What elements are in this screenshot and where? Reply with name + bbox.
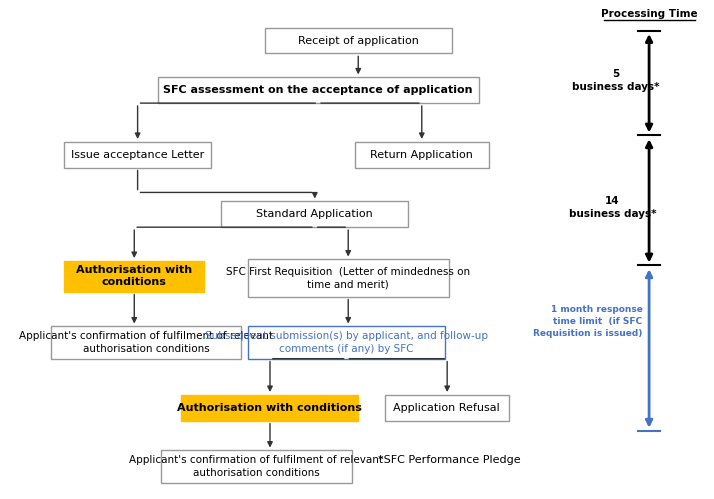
Text: Processing Time: Processing Time — [600, 9, 698, 19]
FancyBboxPatch shape — [161, 451, 351, 483]
Text: Applicant's confirmation of fulfilment of relevant
authorisation conditions: Applicant's confirmation of fulfilment o… — [19, 331, 273, 354]
Text: Issue acceptance Letter: Issue acceptance Letter — [71, 150, 204, 160]
Text: 14
business days*: 14 business days* — [568, 196, 656, 219]
FancyBboxPatch shape — [158, 77, 478, 103]
Text: 5
business days*: 5 business days* — [572, 69, 660, 92]
Text: *SFC Performance Pledge: *SFC Performance Pledge — [378, 456, 521, 466]
FancyBboxPatch shape — [51, 326, 241, 359]
Text: Authorisation with
conditions: Authorisation with conditions — [76, 265, 192, 287]
Text: Receipt of application: Receipt of application — [298, 35, 418, 45]
Text: Application Refusal: Application Refusal — [393, 403, 501, 413]
Text: 1 month response
time limit  (if SFC
Requisition is issued): 1 month response time limit (if SFC Requ… — [533, 305, 643, 338]
FancyBboxPatch shape — [355, 142, 488, 168]
FancyBboxPatch shape — [385, 395, 508, 421]
FancyBboxPatch shape — [265, 27, 452, 53]
Text: SFC First Requisition  (Letter of mindedness on
time and merit): SFC First Requisition (Letter of mindedn… — [226, 267, 471, 289]
FancyBboxPatch shape — [64, 261, 204, 292]
FancyBboxPatch shape — [181, 395, 358, 421]
Text: Standard Application: Standard Application — [256, 209, 373, 219]
Text: Authorisation with conditions: Authorisation with conditions — [177, 403, 362, 413]
Text: Subsequent submission(s) by applicant, and follow-up
comments (if any) by SFC: Subsequent submission(s) by applicant, a… — [205, 331, 488, 354]
FancyBboxPatch shape — [248, 326, 445, 359]
Text: Applicant's confirmation of fulfilment of relevant
authorisation conditions: Applicant's confirmation of fulfilment o… — [129, 456, 383, 478]
FancyBboxPatch shape — [221, 202, 408, 227]
FancyBboxPatch shape — [64, 142, 211, 168]
FancyBboxPatch shape — [248, 259, 448, 296]
Text: SFC assessment on the acceptance of application: SFC assessment on the acceptance of appl… — [164, 85, 473, 95]
Text: Return Application: Return Application — [371, 150, 473, 160]
